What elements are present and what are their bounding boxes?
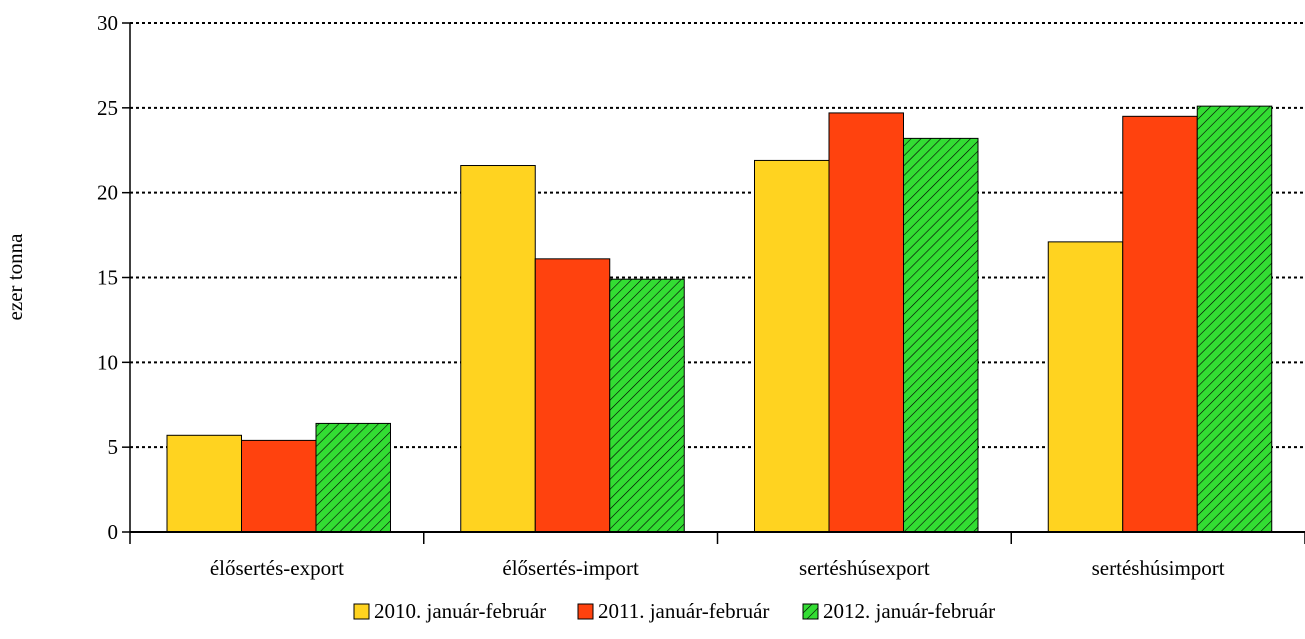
legend-label: 2012. január-február bbox=[823, 599, 995, 623]
bar bbox=[828, 112, 904, 533]
y-tick-label: 5 bbox=[108, 435, 119, 459]
x-tick-label: sertéshúsimport bbox=[1092, 556, 1225, 580]
legend-label: 2011. január-február bbox=[598, 599, 769, 623]
bars bbox=[166, 105, 1273, 533]
y-tick-label: 10 bbox=[97, 350, 118, 374]
y-axis: 0 5 10 15 20 25 30 bbox=[97, 11, 131, 544]
y-tick-label: 25 bbox=[97, 96, 118, 120]
bar bbox=[460, 165, 536, 533]
bar bbox=[166, 434, 242, 533]
bar bbox=[609, 278, 685, 533]
bar bbox=[241, 439, 317, 533]
bar bbox=[1047, 241, 1124, 533]
x-tick-label: élősertés-export bbox=[210, 556, 344, 580]
y-tick-label: 0 bbox=[108, 520, 119, 544]
legend-label: 2010. január-február bbox=[374, 599, 546, 623]
y-tick-label: 20 bbox=[97, 181, 118, 205]
legend-swatch bbox=[577, 603, 594, 620]
y-tick-label: 15 bbox=[97, 266, 118, 290]
legend: 2010. január-február 2011. január-február… bbox=[353, 599, 995, 623]
bar bbox=[534, 258, 611, 533]
x-tick-label: sertéshúsexport bbox=[799, 556, 930, 580]
x-axis: élősertés-export élősertés-import sertéshú… bbox=[129, 531, 1305, 580]
bar bbox=[903, 137, 979, 533]
legend-swatch bbox=[353, 603, 370, 620]
y-tick-label: 30 bbox=[97, 11, 118, 35]
legend-swatch bbox=[802, 603, 819, 620]
bar bbox=[315, 422, 391, 533]
x-tick-label: élősertés-import bbox=[502, 556, 639, 580]
bar bbox=[754, 159, 830, 533]
y-axis-label: ezer tonna bbox=[3, 233, 27, 321]
bar bbox=[1196, 105, 1273, 533]
bar bbox=[1122, 115, 1198, 533]
